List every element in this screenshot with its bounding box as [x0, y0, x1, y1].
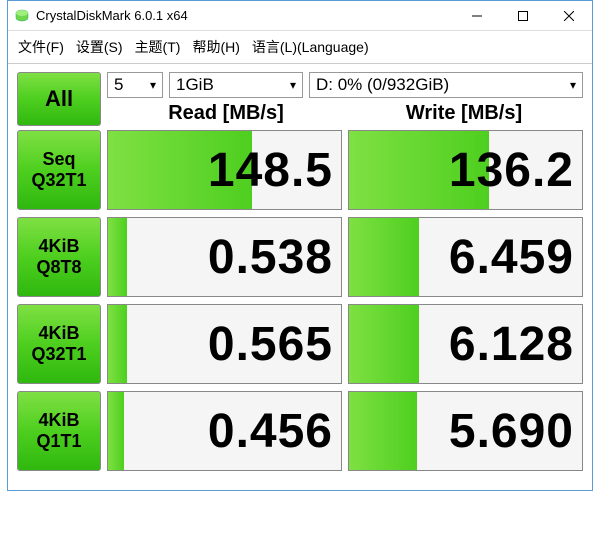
menu-file[interactable]: 文件(F)	[14, 35, 68, 59]
read-value: 0.565	[208, 317, 333, 372]
minimize-button[interactable]	[454, 1, 500, 30]
write-value-cell: 6.459	[348, 217, 583, 297]
read-value-cell: 0.456	[107, 391, 342, 471]
app-window: CrystalDiskMark 6.0.1 x64 文件(F) 设置(S) 主题…	[7, 0, 593, 491]
write-value-cell: 6.128	[348, 304, 583, 384]
value-fill	[108, 305, 127, 383]
value-fill	[349, 305, 419, 383]
chevron-down-icon: ▾	[570, 78, 576, 92]
value-fill	[108, 218, 127, 296]
test-button[interactable]: 4KiBQ1T1	[17, 391, 101, 471]
read-value-cell: 0.565	[107, 304, 342, 384]
test-label-1: Seq	[42, 149, 75, 170]
selects-column: 5 ▾ 1GiB ▾ D: 0% (0/932GiB) ▾ Read [MB/s…	[107, 72, 583, 126]
close-button[interactable]	[546, 1, 592, 30]
write-value: 6.128	[449, 317, 574, 372]
test-label-1: 4KiB	[38, 410, 79, 431]
menu-help[interactable]: 帮助(H)	[188, 35, 243, 59]
chevron-down-icon: ▾	[290, 78, 296, 92]
read-header: Read [MB/s]	[107, 102, 345, 126]
test-label-2: Q32T1	[31, 344, 86, 365]
read-value-cell: 0.538	[107, 217, 342, 297]
results-grid: SeqQ32T1148.5136.24KiBQ8T80.5386.4594KiB…	[8, 130, 592, 490]
result-row: 4KiBQ8T8 0.538 6.459	[17, 217, 583, 297]
menu-language[interactable]: 语言(L)(Language)	[248, 35, 373, 59]
test-button[interactable]: 4KiBQ32T1	[17, 304, 101, 384]
read-value-cell: 148.5	[107, 130, 342, 210]
passes-value: 5	[114, 75, 123, 95]
write-value: 136.2	[449, 143, 574, 198]
write-value-cell: 136.2	[348, 130, 583, 210]
read-value: 0.456	[208, 404, 333, 459]
passes-select[interactable]: 5 ▾	[107, 72, 163, 98]
result-row: 4KiBQ32T1 0.565 6.128	[17, 304, 583, 384]
window-controls	[454, 1, 592, 30]
read-value: 0.538	[208, 230, 333, 285]
test-button[interactable]: 4KiBQ8T8	[17, 217, 101, 297]
test-label-2: Q8T8	[36, 257, 81, 278]
titlebar: CrystalDiskMark 6.0.1 x64	[8, 1, 592, 31]
menu-theme[interactable]: 主题(T)	[131, 35, 185, 59]
all-button[interactable]: All	[17, 72, 101, 126]
value-fill	[349, 392, 417, 470]
result-row: 4KiBQ1T1 0.456 5.690	[17, 391, 583, 471]
write-value-cell: 5.690	[348, 391, 583, 471]
app-icon	[14, 8, 30, 24]
test-button[interactable]: SeqQ32T1	[17, 130, 101, 210]
value-fill	[349, 218, 419, 296]
size-value: 1GiB	[176, 75, 214, 95]
window-title: CrystalDiskMark 6.0.1 x64	[36, 8, 454, 23]
controls-row: All 5 ▾ 1GiB ▾ D: 0% (0/932GiB) ▾ Read	[8, 64, 592, 130]
menu-settings[interactable]: 设置(S)	[72, 35, 127, 59]
selects-top: 5 ▾ 1GiB ▾ D: 0% (0/932GiB) ▾	[107, 72, 583, 98]
write-header: Write [MB/s]	[345, 102, 583, 126]
test-label-1: 4KiB	[38, 236, 79, 257]
write-value: 6.459	[449, 230, 574, 285]
headers-row: Read [MB/s] Write [MB/s]	[107, 102, 583, 126]
drive-value: D: 0% (0/932GiB)	[316, 75, 449, 95]
value-fill	[108, 392, 124, 470]
write-value: 5.690	[449, 404, 574, 459]
all-button-label: All	[45, 86, 73, 112]
chevron-down-icon: ▾	[150, 78, 156, 92]
drive-select[interactable]: D: 0% (0/932GiB) ▾	[309, 72, 583, 98]
test-label-1: 4KiB	[38, 323, 79, 344]
test-label-2: Q32T1	[31, 170, 86, 191]
size-select[interactable]: 1GiB ▾	[169, 72, 303, 98]
menubar: 文件(F) 设置(S) 主题(T) 帮助(H) 语言(L)(Language)	[8, 31, 592, 64]
result-row: SeqQ32T1 148.5 136.2	[17, 130, 583, 210]
maximize-button[interactable]	[500, 1, 546, 30]
test-label-2: Q1T1	[36, 431, 81, 452]
read-value: 148.5	[208, 143, 333, 198]
